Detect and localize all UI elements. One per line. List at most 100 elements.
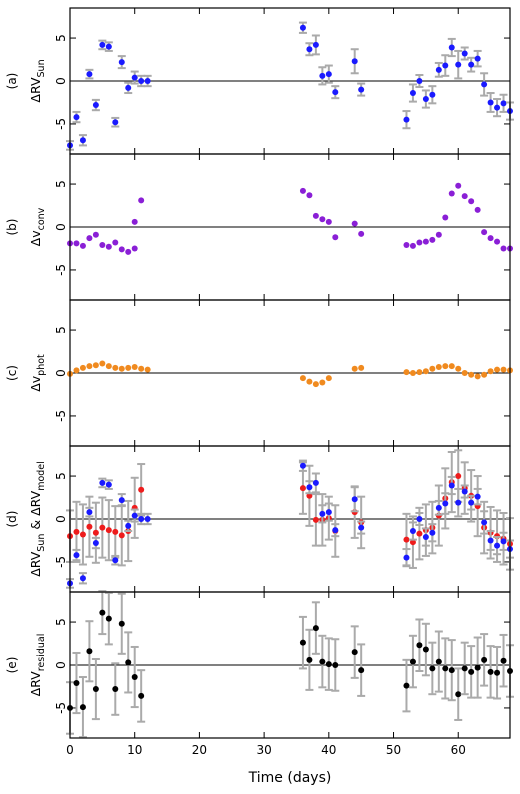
data-point (494, 238, 501, 245)
data-point (131, 674, 138, 681)
data-point (92, 529, 99, 536)
data-point (461, 50, 468, 57)
data-point (409, 370, 416, 376)
data-point (422, 238, 429, 245)
data-point (306, 492, 313, 499)
data-point (487, 99, 494, 106)
panel-4: -5 0 5 ΔRVSun & ΔRVmodel (d) (5, 445, 514, 593)
data-point (118, 497, 125, 504)
data-point (99, 609, 106, 616)
data-point (105, 43, 112, 50)
data-point (448, 190, 455, 197)
data-point (112, 528, 119, 535)
data-point (422, 646, 429, 653)
data-point (474, 373, 481, 380)
data-point (435, 504, 442, 511)
y-axis-label: ΔRVSun (28, 59, 47, 102)
data-point (144, 366, 151, 373)
data-point (319, 658, 326, 665)
data-point (487, 668, 494, 675)
data-point (105, 363, 112, 370)
data-point (409, 658, 416, 665)
data-point (105, 481, 112, 488)
data-point (92, 540, 99, 547)
data-point (455, 182, 462, 189)
data-point (319, 379, 326, 386)
y-tick-label: -5 (54, 410, 68, 422)
y-axis-label-main: ΔRV (28, 551, 43, 577)
x-tick-label: 60 (451, 743, 466, 757)
data-point (319, 510, 326, 517)
data-point (105, 527, 112, 534)
data-point (73, 367, 80, 374)
x-tick-label: 20 (192, 743, 207, 757)
data-point (435, 658, 442, 665)
data-point (358, 364, 365, 371)
y-tick-label: 0 (54, 223, 68, 231)
data-point (416, 78, 423, 84)
data-point (131, 512, 138, 519)
data-point (403, 242, 410, 249)
data-point (131, 218, 138, 225)
data-point (474, 55, 481, 62)
data-point (429, 529, 436, 536)
data-point (481, 519, 488, 526)
y-axis-label-sub: Sun (36, 534, 47, 552)
data-point (435, 363, 442, 370)
data-point (442, 665, 449, 672)
data-point (125, 659, 132, 666)
data-point (79, 575, 86, 582)
y-tick-label: -5 (54, 556, 68, 568)
data-point (86, 509, 93, 516)
x-tick-label: 0 (66, 743, 74, 757)
y-tick-label: -5 (54, 118, 68, 130)
y-axis-label-main: Δv (28, 230, 43, 247)
data-point (422, 96, 429, 103)
data-point (319, 216, 326, 223)
data-point (112, 686, 119, 693)
data-point (112, 364, 119, 371)
data-point (409, 528, 416, 535)
data-point (73, 240, 80, 247)
data-point (306, 192, 313, 199)
data-point (92, 686, 99, 693)
data-point (325, 661, 332, 668)
data-point (73, 114, 80, 121)
data-point (461, 193, 468, 200)
data-point (448, 44, 455, 51)
data-point (351, 649, 358, 656)
y-tick-label: 0 (54, 661, 68, 669)
data-point (105, 615, 112, 622)
data-point (99, 360, 106, 367)
data-point (325, 218, 332, 225)
data-point (92, 231, 99, 238)
data-point (312, 479, 319, 486)
data-point (474, 664, 481, 671)
data-point (144, 516, 151, 522)
y-axis-label-sub2: model (36, 461, 47, 491)
y-tick-label: -5 (54, 264, 68, 276)
data-point (422, 534, 429, 541)
data-point (131, 74, 138, 81)
data-point (435, 231, 442, 238)
data-point (448, 482, 455, 489)
data-point (306, 46, 313, 53)
data-point (481, 81, 488, 88)
data-point (312, 625, 319, 632)
x-tick-label: 50 (386, 743, 401, 757)
data-point (131, 363, 138, 370)
data-point (448, 667, 455, 674)
data-point (409, 242, 416, 249)
data-point (455, 365, 462, 372)
data-point (138, 692, 145, 699)
data-point (358, 230, 365, 237)
y-axis-label-main: ΔRV (28, 671, 43, 697)
data-point (474, 493, 481, 500)
y-axis-label: Δvconv (28, 207, 47, 246)
data-point (105, 243, 112, 250)
y-axis-label: ΔRVSun & ΔRVmodel (28, 461, 47, 577)
data-point (409, 90, 416, 97)
data-point (358, 86, 365, 93)
data-point (429, 91, 436, 98)
data-point (481, 229, 488, 236)
